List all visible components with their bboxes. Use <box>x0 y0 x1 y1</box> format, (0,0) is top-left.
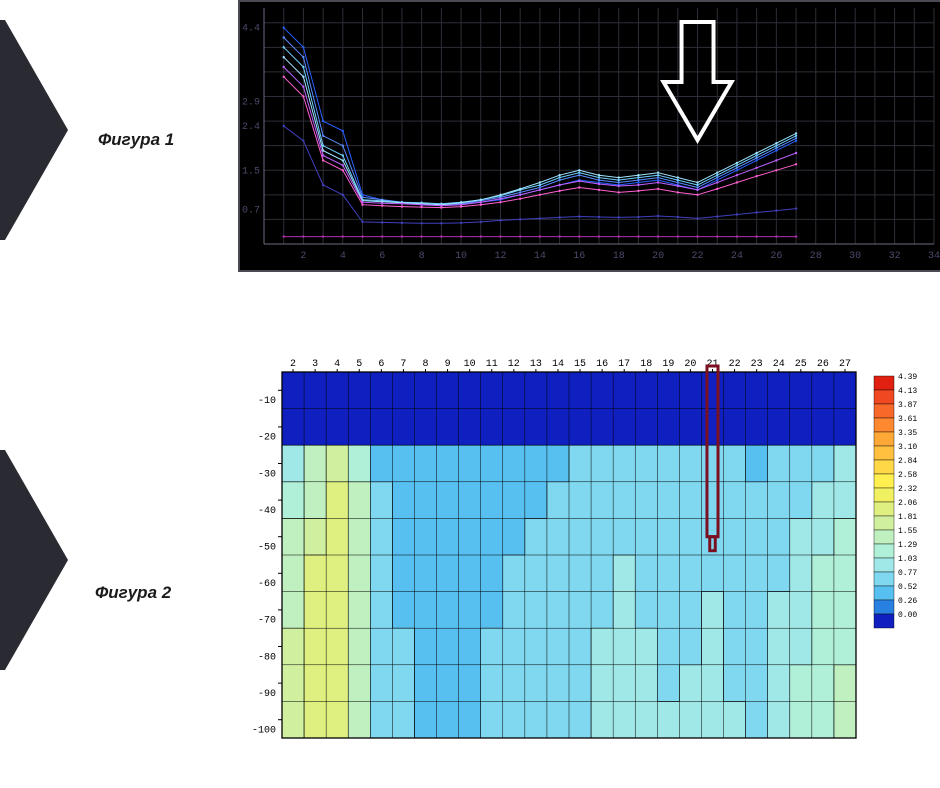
svg-text:15: 15 <box>574 359 586 370</box>
svg-text:2.06: 2.06 <box>898 499 917 508</box>
svg-text:5: 5 <box>356 359 362 370</box>
svg-text:14: 14 <box>534 251 546 262</box>
svg-text:1.29: 1.29 <box>898 541 917 550</box>
svg-text:10: 10 <box>464 359 476 370</box>
svg-text:2.9: 2.9 <box>242 97 260 108</box>
figure-1-line-chart: 2468101214161820222426283032340.71.52.42… <box>238 0 940 272</box>
svg-text:8: 8 <box>422 359 428 370</box>
svg-text:4.39: 4.39 <box>898 373 917 382</box>
svg-text:12: 12 <box>508 359 520 370</box>
svg-text:2: 2 <box>300 251 306 262</box>
svg-text:2.58: 2.58 <box>898 471 917 480</box>
svg-text:26: 26 <box>817 359 829 370</box>
pointer-decoration-2 <box>0 450 70 670</box>
svg-text:2: 2 <box>290 359 296 370</box>
svg-text:3.61: 3.61 <box>898 415 917 424</box>
svg-text:-60: -60 <box>258 579 276 590</box>
svg-text:-50: -50 <box>258 543 276 554</box>
svg-text:-80: -80 <box>258 652 276 663</box>
svg-text:2.4: 2.4 <box>242 122 260 133</box>
svg-text:2.32: 2.32 <box>898 485 917 494</box>
svg-text:-30: -30 <box>258 469 276 480</box>
svg-text:25: 25 <box>795 359 807 370</box>
svg-text:8: 8 <box>419 251 425 262</box>
svg-text:27: 27 <box>839 359 851 370</box>
svg-text:2.84: 2.84 <box>898 457 917 466</box>
svg-text:12: 12 <box>494 251 506 262</box>
svg-text:16: 16 <box>596 359 608 370</box>
svg-text:30: 30 <box>849 251 861 262</box>
svg-text:16: 16 <box>573 251 585 262</box>
svg-text:6: 6 <box>378 359 384 370</box>
svg-text:10: 10 <box>455 251 467 262</box>
svg-text:13: 13 <box>530 359 542 370</box>
svg-text:20: 20 <box>652 251 664 262</box>
svg-text:6: 6 <box>379 251 385 262</box>
svg-text:3.87: 3.87 <box>898 401 917 410</box>
svg-text:9: 9 <box>445 359 451 370</box>
svg-text:34: 34 <box>928 251 940 262</box>
svg-text:1.5: 1.5 <box>242 166 260 177</box>
svg-text:4.13: 4.13 <box>898 387 917 396</box>
svg-text:4: 4 <box>340 251 346 262</box>
svg-text:3.35: 3.35 <box>898 429 917 438</box>
svg-text:22: 22 <box>729 359 741 370</box>
svg-text:3: 3 <box>312 359 318 370</box>
svg-text:7: 7 <box>400 359 406 370</box>
svg-text:-10: -10 <box>258 396 276 407</box>
svg-text:0.52: 0.52 <box>898 583 917 592</box>
svg-text:4: 4 <box>334 359 340 370</box>
svg-text:19: 19 <box>662 359 674 370</box>
svg-text:-40: -40 <box>258 506 276 517</box>
svg-text:11: 11 <box>486 359 498 370</box>
svg-text:23: 23 <box>751 359 763 370</box>
svg-text:1.81: 1.81 <box>898 513 917 522</box>
svg-text:-100: -100 <box>252 726 276 737</box>
svg-text:14: 14 <box>552 359 564 370</box>
figure-2-contour-chart: 2345678910111213141516171819202122232425… <box>238 350 938 750</box>
svg-text:28: 28 <box>810 251 822 262</box>
svg-text:26: 26 <box>770 251 782 262</box>
pointer-decoration-1 <box>0 20 70 240</box>
svg-text:-70: -70 <box>258 616 276 627</box>
svg-text:-20: -20 <box>258 433 276 444</box>
svg-text:0.77: 0.77 <box>898 569 917 578</box>
svg-text:18: 18 <box>613 251 625 262</box>
svg-text:0.00: 0.00 <box>898 611 917 620</box>
svg-text:17: 17 <box>618 359 630 370</box>
svg-text:-90: -90 <box>258 689 276 700</box>
svg-text:24: 24 <box>731 251 743 262</box>
svg-text:0.26: 0.26 <box>898 597 917 606</box>
svg-text:0.7: 0.7 <box>242 206 260 217</box>
svg-text:3.10: 3.10 <box>898 443 917 452</box>
svg-text:1.03: 1.03 <box>898 555 917 564</box>
figure-2-label: Фигура 2 <box>95 583 171 603</box>
svg-text:32: 32 <box>889 251 901 262</box>
figure-1-label: Фигура 1 <box>98 130 174 150</box>
svg-text:22: 22 <box>692 251 704 262</box>
svg-text:18: 18 <box>640 359 652 370</box>
svg-text:1.55: 1.55 <box>898 527 917 536</box>
svg-text:24: 24 <box>773 359 785 370</box>
svg-text:20: 20 <box>684 359 696 370</box>
svg-text:4.4: 4.4 <box>242 24 260 35</box>
